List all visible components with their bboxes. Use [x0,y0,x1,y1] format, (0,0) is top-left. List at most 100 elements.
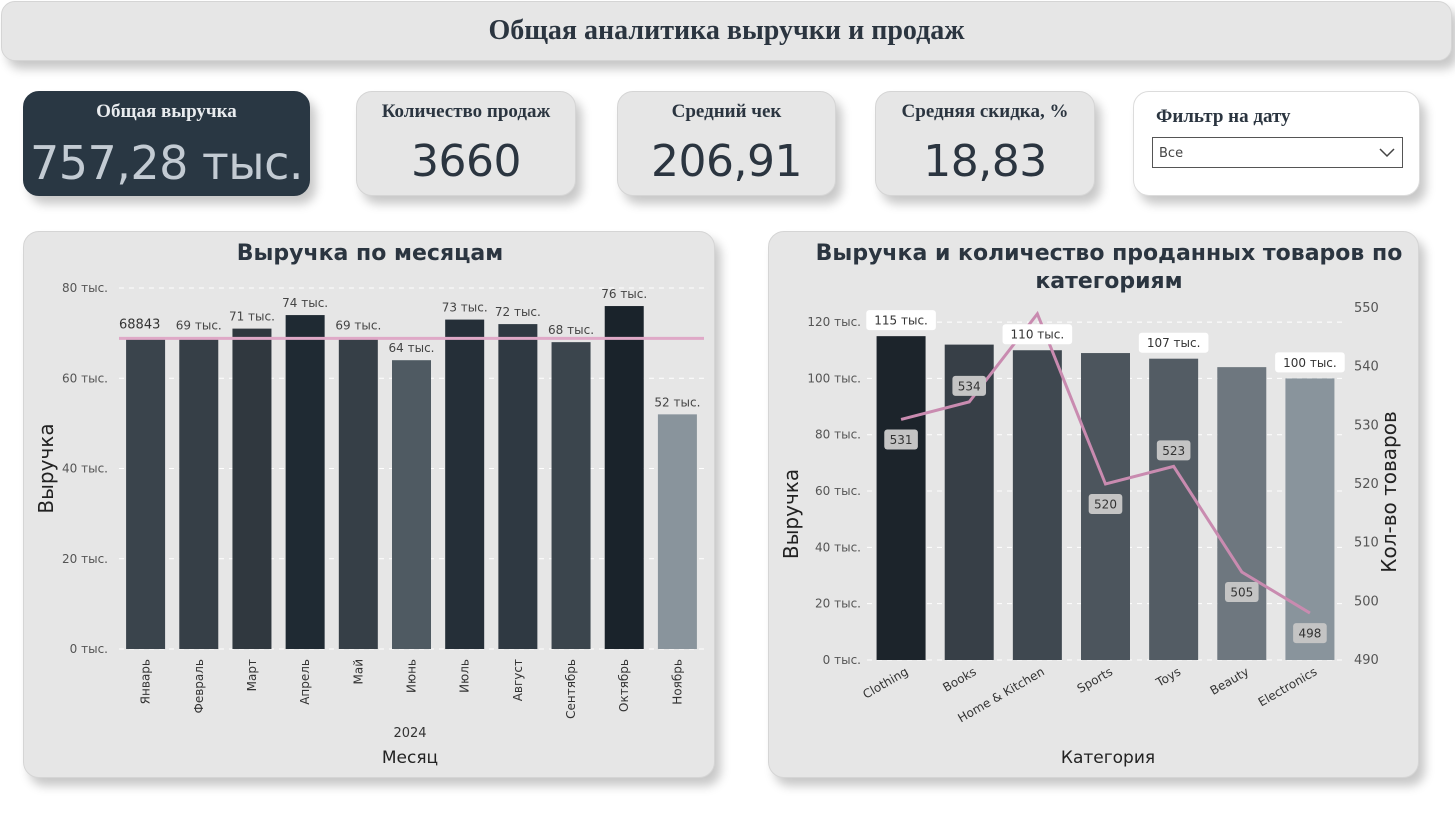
x-tick-label: Sports [1075,664,1115,695]
header-banner: Общая аналитика выручки и продаж [1,1,1452,61]
bar [1217,367,1267,660]
bar-data-label-box [1002,324,1073,345]
line-data-label-box [1224,582,1259,602]
y-tick-label: 60 тыс. [815,484,861,498]
kpi-label-sales-count: Количество продаж [381,101,551,122]
y-tick-label: 40 тыс. [62,462,108,476]
bar [1012,350,1062,660]
bar-data-label: 115 тыс. [874,314,928,328]
y2-tick-label: 520 [1354,477,1379,492]
x-tick-label: Январь [139,659,153,704]
kpi-card-revenue: Общая выручка 757,28 тыс. [23,91,310,196]
line-data-label: 505 [1230,586,1253,600]
line-data-label: 523 [1162,444,1185,458]
y-tick-label: 60 тыс. [62,371,108,385]
x-tick-label: Books [940,664,978,694]
kpi-value-sales-count: 3660 [411,136,521,187]
kpi-label-revenue: Общая выручка [96,101,237,122]
date-filter-label: Фильтр на дату [1156,106,1291,127]
y-tick-label: 80 тыс. [815,428,861,442]
category-revenue-chart: Выручка и количество проданных товаров п… [779,241,1402,768]
x-tick-label: Май [351,659,365,685]
bar-data-label: 52 тыс. [654,395,700,409]
y2-tick-label: 540 [1354,360,1379,375]
x-tick-label: Clothing [860,664,910,701]
bar-data-label: 110 тыс. [1011,328,1065,342]
bar-data-label: 74 тыс. [282,296,328,310]
date-filter-selected-value: Все [1159,146,1184,161]
y-tick-label: 0 тыс. [823,653,861,667]
bar [338,337,378,649]
x-tick-label: Beauty [1208,664,1252,697]
x-tick-label: Март [245,659,259,691]
bar-data-label: 76 тыс. [601,287,647,301]
y-tick-label: 0 тыс. [70,642,108,656]
y-tick-label: 80 тыс. [62,281,108,295]
x-tick-label: Сентябрь [564,659,578,719]
y-tick-label: 120 тыс. [807,315,861,329]
x-tick-label: Август [511,659,525,701]
x-axis-title: Категория [1061,748,1155,768]
x-tick-label: Октябрь [617,659,631,712]
bar [944,344,994,660]
bar-data-label-box [1138,332,1209,353]
bar-data-label-box [1275,352,1345,373]
chart-title: Выручка по месяцам [237,241,503,266]
bar-data-label: 100 тыс. [1283,356,1337,370]
kpi-label-avg-discount: Средняя скидка, % [901,101,1069,122]
y-tick-label: 40 тыс. [815,540,861,554]
bar [876,336,926,660]
line-data-label: 531 [890,433,913,447]
bar [1149,358,1199,660]
y2-tick-label: 500 [1354,594,1379,609]
y2-tick-label: 490 [1354,653,1379,668]
page-title: Общая аналитика выручки и продаж [488,15,965,46]
y2-tick-label: 550 [1354,301,1379,316]
x-axis-title: Месяц [382,748,438,768]
line-data-label-box [1293,623,1327,644]
bar-data-label: 73 тыс. [442,301,488,315]
bar [604,306,644,649]
bar-data-label-box [866,310,936,331]
chevron-down-icon [1378,142,1396,166]
monthly-revenue-chart: Выручка по месяцам 0 тыс. 20 тыс. 40 тыс. 60… [34,241,704,768]
line-data-label: 520 [1094,498,1117,512]
bar [285,315,325,649]
reference-line-label: 68843 [119,317,160,332]
kpi-value-revenue: 757,28 тыс. [29,136,304,190]
kpi-card-avg-discount: Средняя скидка, % 18,83 [875,91,1095,196]
bar [657,414,697,649]
date-filter-dropdown[interactable]: Все [1152,137,1403,168]
y2-tick-label: 530 [1354,418,1379,433]
y2-axis-title: Кол-во товаров [1377,411,1401,572]
kpi-label-avg-check: Средний чек [671,101,782,122]
date-filter-card: Фильтр на дату Все [1133,91,1420,196]
bar [179,337,219,649]
bar [445,319,485,649]
line-data-label-box [884,429,918,450]
bar [551,342,591,649]
bar-data-label: 72 тыс. [495,305,541,319]
bar [126,338,166,649]
line-data-label-box [952,375,987,396]
y-tick-label: 20 тыс. [62,552,108,566]
bar-data-label: 69 тыс. [335,319,381,333]
y-tick-label: 20 тыс. [815,597,861,611]
bar-data-label: 69 тыс. [176,319,222,333]
x-tick-label: Ноябрь [670,659,684,705]
kpi-card-avg-check: Средний чек 206,91 [617,91,836,196]
x-group-label: 2024 [393,726,426,741]
line-data-label: 534 [958,379,981,393]
x-tick-label: Июнь [405,659,419,693]
kpi-value-avg-check: 206,91 [651,136,802,187]
bar [232,328,272,649]
y-tick-label: 100 тыс. [807,371,861,385]
x-tick-label: Апрель [298,659,312,705]
bar [1285,378,1335,660]
line-data-label-box [1088,494,1123,514]
x-tick-label: Июль [458,659,472,693]
line-data-label-box [1156,440,1191,461]
x-tick-label: Toys [1153,664,1183,690]
y-axis-title: Выручка [779,469,803,559]
bar-data-label: 71 тыс. [229,310,275,324]
